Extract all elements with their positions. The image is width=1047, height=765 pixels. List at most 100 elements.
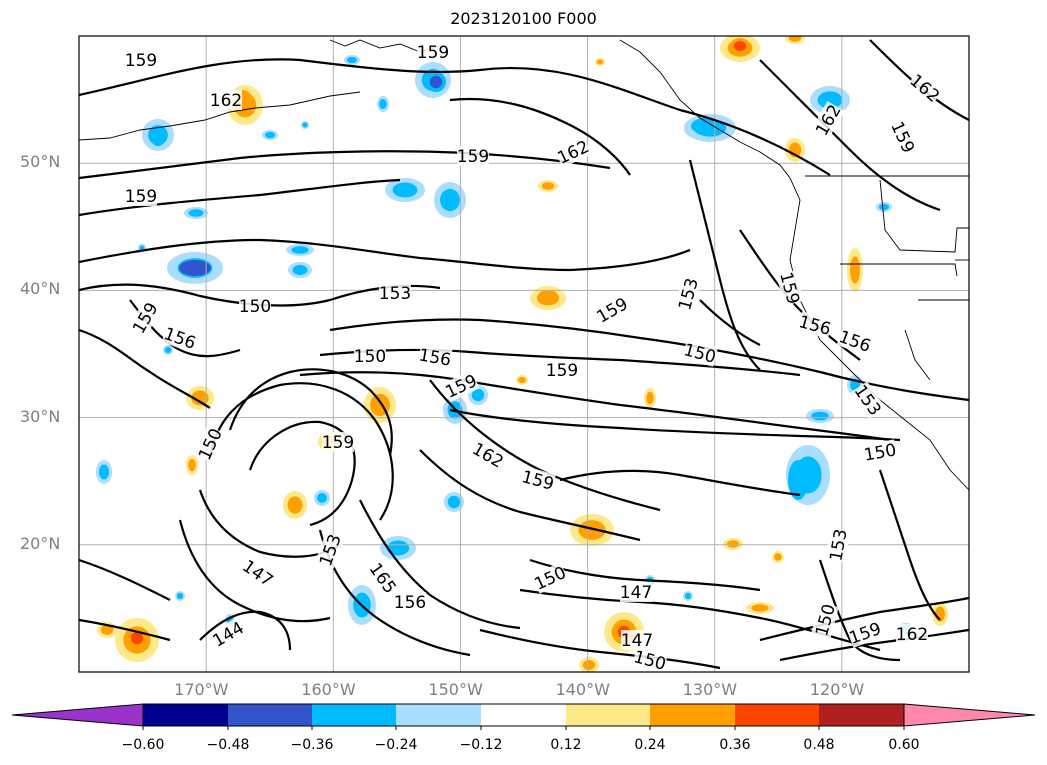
contour-line [319,348,801,377]
contour-label-text: 159 [417,43,449,63]
contour-line [359,499,521,630]
contour-line [559,469,801,497]
shading-blob-inner [447,495,461,509]
contour-line [699,299,761,346]
shading-blob-inner [188,458,196,472]
lon-label: 150°W [428,680,483,699]
shading-blob-inner [774,553,782,561]
contour-label: 150 [354,346,386,367]
contour-label-text: 162 [896,625,928,645]
lat-label: 50°N [20,152,61,172]
contour-line [79,178,401,217]
shading-blob-inner [185,263,205,273]
contour-line [419,449,641,542]
contour-label: 159 [457,146,489,167]
colorbar-segment [228,704,312,726]
shading-blob-inner [440,188,460,212]
contour-label: 156 [417,344,453,371]
contour-line [79,618,171,642]
colorbar-tick-label: 0.24 [634,737,666,753]
map-title: 2023120100 F000 [450,9,597,28]
coastline-segment [619,39,969,491]
lat-label: 40°N [20,279,61,299]
colorbar-segment [650,704,735,726]
colorbar-segment [481,704,566,726]
shading-blob-inner [287,496,303,514]
contour-label-text: 159 [125,187,157,207]
shading-blob-inner [429,75,443,89]
shading-blob-inner [791,467,805,493]
contour-label-text: 150 [354,347,386,367]
contour-label: 147 [621,630,653,651]
contour-line [178,519,331,623]
contour-line [429,379,661,512]
contour-label: 147 [620,582,652,603]
contour-line [208,382,394,521]
shading-blob-inner [153,129,163,143]
colorbar-extend-high [903,703,1036,727]
shading-blob-inner [518,376,526,384]
contour-label-text: 159 [322,433,354,453]
contour-line [759,59,941,212]
coastline [79,39,969,491]
contour-label: 159 [125,186,157,207]
shading-blob-inner [176,592,184,600]
contour-label: 159 [546,360,578,381]
coastline-segment [840,263,958,277]
shading-blob-inner [265,131,275,139]
contour-label-text: 159 [457,147,489,167]
lon-label: 130°W [682,680,738,699]
colorbar-tick-label: 0.60 [888,737,920,753]
colorbar-segment [566,704,650,726]
contour-label-text: 156 [394,593,426,613]
colorbar-extend-low [11,703,144,727]
coastline-segment [79,91,361,141]
colorbar [11,703,1036,730]
contour-line [79,238,691,272]
shading-blob-inner [850,256,860,284]
contour-label-text: 153 [379,284,411,304]
contour-label-text: 162 [210,91,242,111]
contour-line [449,408,901,442]
shading-blob-inner [302,122,308,128]
colorbar-segment [735,704,819,726]
shading-blob-inner [578,520,606,540]
shading-blob-inner [191,390,209,406]
shading-blob-inner [726,540,740,548]
vertical-velocity-shading [96,36,948,672]
shading-blob-inner [817,91,843,109]
colorbar-segment [312,704,396,726]
shading-blob-inner [751,604,769,612]
contour-label: 150 [862,439,898,466]
contour-label-text: 147 [621,631,653,651]
contour-line [199,610,292,651]
shading-blob-inner [733,41,747,51]
shading-blob-inner [471,388,485,402]
contour-label: 150 [239,296,271,317]
shading-blob-inner [164,346,172,354]
colorbar-segment [819,704,904,726]
contour-line [759,596,969,642]
contour-line [449,97,631,176]
contour-line [329,318,969,402]
colorbar-segment [143,704,228,726]
colorbar-tick-label: 0.12 [550,737,582,753]
shading-blob-inner [596,59,604,65]
colorbar-tick-label: −0.24 [374,737,418,753]
shading-blob-inner [879,203,889,211]
contour-line [878,469,941,621]
coastline-segment [879,179,969,253]
shading-blob-inner [646,391,654,405]
contour-line [688,159,761,371]
contour-label-text: 159 [546,361,578,381]
shading-blob-inner [379,99,387,109]
contour-line [228,368,393,456]
contour-label: 162 [896,624,928,645]
shading-blob-inner [291,246,309,254]
colorbar-segment [396,704,481,726]
contour-line [479,628,721,670]
shading-blob-inner [188,209,204,217]
contour-label-text: 150 [239,297,271,317]
shading-blob-inner [392,182,418,198]
contour-label: 153 [379,283,411,304]
